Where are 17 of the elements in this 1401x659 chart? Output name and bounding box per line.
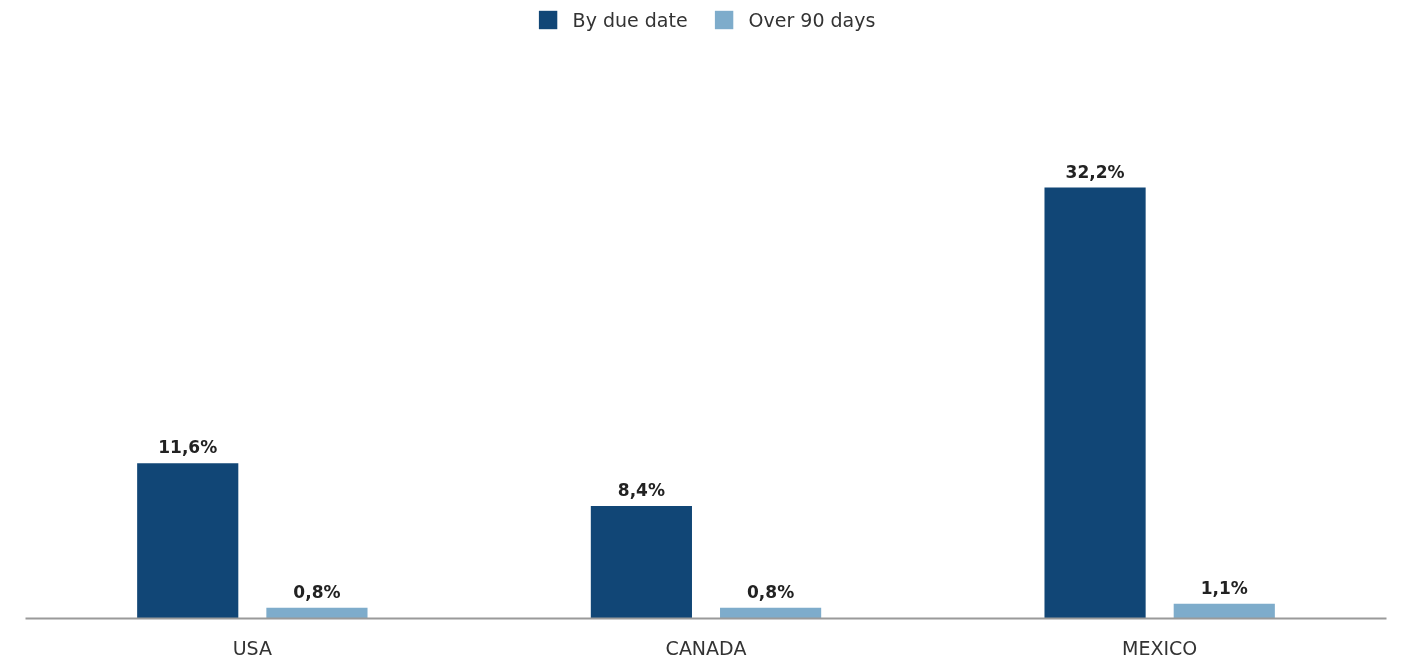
data-label: 11,6%	[158, 437, 218, 458]
data-label: 0,8%	[293, 581, 341, 602]
legend-label: By due date	[572, 8, 688, 31]
data-label: 32,2%	[1065, 161, 1125, 182]
x-tick-label: CANADA	[665, 636, 747, 659]
x-tick-label: MEXICO	[1122, 636, 1198, 659]
data-label: 1,1%	[1200, 577, 1248, 598]
data-label: 0,8%	[747, 581, 795, 602]
bar	[720, 607, 822, 619]
bar	[137, 463, 239, 619]
data-label: 8,4%	[617, 480, 665, 501]
bar	[1173, 603, 1275, 619]
x-tick-label: USA	[232, 636, 272, 659]
bar	[590, 506, 692, 619]
legend-label: Over 90 days	[748, 8, 876, 31]
bar	[266, 607, 368, 619]
bar	[1044, 187, 1146, 619]
